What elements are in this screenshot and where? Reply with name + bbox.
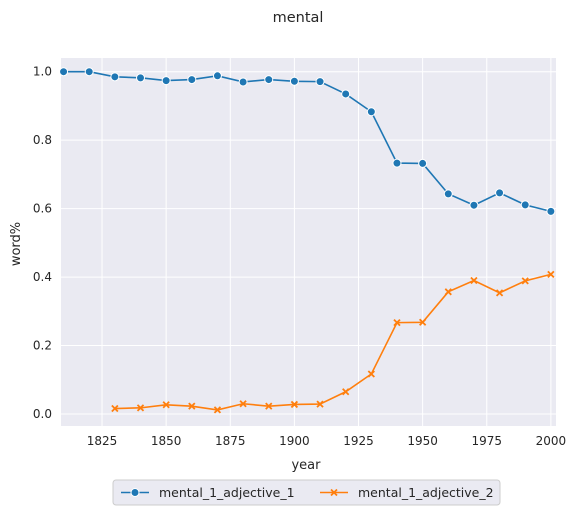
data-point	[188, 402, 196, 410]
y-tick-label: 0.2	[33, 339, 52, 353]
data-point	[367, 370, 375, 378]
data-point	[444, 288, 452, 296]
x-axis-ticks: 1825 1850 1875 1900 1925 1950 1975 2000	[87, 434, 566, 448]
x-tick-label: 2000	[536, 434, 567, 448]
series-2	[111, 270, 555, 414]
data-point	[213, 406, 222, 414]
data-point	[59, 67, 69, 77]
data-point	[212, 71, 222, 81]
x-tick-label: 1850	[151, 434, 182, 448]
y-tick-label: 0.0	[33, 407, 52, 421]
legend-label: mental_1_adjective_1	[159, 485, 295, 500]
legend-marker	[330, 488, 338, 497]
data-point	[443, 189, 453, 199]
data-point	[392, 158, 402, 168]
data-point	[162, 401, 170, 409]
y-axis-ticks: 0.0 0.2 0.4 0.6 0.8 1.0	[33, 65, 52, 421]
series-layer	[59, 67, 556, 414]
data-point	[290, 400, 299, 409]
data-point	[316, 400, 324, 408]
data-point	[366, 107, 376, 117]
data-point	[521, 277, 529, 285]
series-line	[114, 273, 552, 411]
data-point	[418, 318, 427, 326]
x-tick-label: 1975	[471, 434, 502, 448]
data-point	[342, 388, 350, 396]
legend: mental_1_adjective_1 mental_1_adjective_2	[112, 479, 501, 506]
data-point	[469, 200, 479, 210]
data-point	[393, 318, 401, 327]
legend-entry: mental_1_adjective_1	[121, 485, 295, 500]
data-point	[239, 400, 247, 408]
plot-area	[61, 58, 556, 426]
data-point	[520, 200, 530, 210]
x-tick-label: 1825	[87, 434, 118, 448]
y-axis-label: word%	[9, 222, 24, 266]
data-point	[84, 67, 94, 77]
data-point	[110, 72, 120, 82]
y-tick-label: 0.8	[33, 133, 52, 147]
data-point	[470, 276, 478, 285]
data-point	[264, 75, 274, 85]
data-point	[341, 89, 351, 99]
data-point	[265, 402, 273, 410]
series-1	[59, 67, 556, 216]
data-point	[495, 289, 504, 297]
legend-label: mental_1_adjective_2	[358, 485, 494, 500]
data-point	[547, 270, 555, 278]
data-point	[161, 76, 171, 86]
data-point	[238, 77, 248, 87]
y-tick-label: 0.4	[33, 270, 52, 284]
data-point	[315, 77, 325, 87]
legend-box	[112, 479, 501, 506]
x-axis-label: year	[291, 458, 321, 473]
x-tick-label: 1875	[215, 434, 246, 448]
x-tick-label: 1925	[343, 434, 374, 448]
y-tick-label: 1.0	[33, 65, 52, 79]
data-point	[495, 188, 505, 198]
x-tick-label: 1900	[279, 434, 310, 448]
data-point	[418, 158, 428, 168]
data-point	[187, 75, 197, 85]
data-point	[136, 404, 145, 412]
data-point	[111, 404, 119, 413]
chart-title: mental	[273, 10, 324, 26]
legend-marker	[130, 488, 140, 497]
gridlines	[61, 58, 556, 426]
legend-entry: mental_1_adjective_2	[320, 485, 494, 500]
data-point	[136, 73, 146, 83]
y-tick-label: 0.6	[33, 202, 52, 216]
data-point	[546, 206, 556, 216]
x-tick-label: 1950	[407, 434, 438, 448]
data-point	[289, 76, 299, 86]
